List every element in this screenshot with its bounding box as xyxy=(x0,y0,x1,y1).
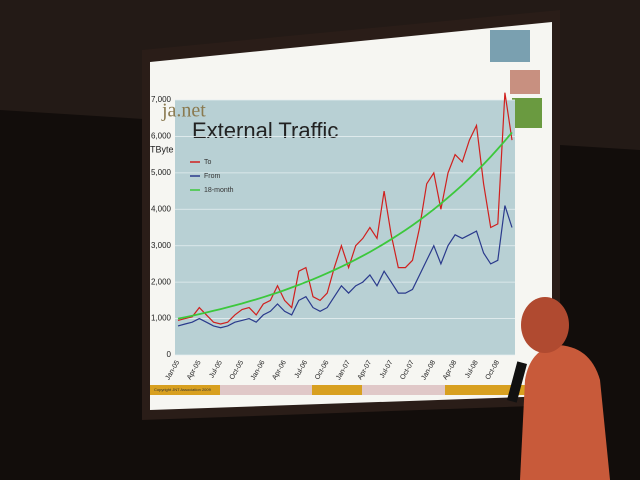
footer-bar xyxy=(445,385,552,395)
footer: Copyright JNT Association 2009 xyxy=(154,387,212,392)
photo xyxy=(490,30,530,62)
presenter-body xyxy=(520,345,610,480)
footer-bar xyxy=(312,385,362,395)
y-tick-label: 0 xyxy=(167,350,172,359)
y-tick-label: 2,000 xyxy=(151,277,172,286)
legend-label: From xyxy=(204,173,221,180)
photo xyxy=(512,98,542,128)
y-tick-label: 3,000 xyxy=(151,241,172,250)
y-tick-label: 7,000 xyxy=(151,95,172,104)
y-tick-label: 1,000 xyxy=(151,314,172,323)
microphone xyxy=(506,361,528,403)
y-tick-label: 6,000 xyxy=(151,132,172,141)
chart-title: External Traffic xyxy=(192,118,338,143)
y-tick-label: 4,000 xyxy=(151,204,172,213)
y-axis-label: TByte xyxy=(150,144,174,154)
photo xyxy=(510,70,540,94)
series-line xyxy=(177,131,513,320)
legend-label: To xyxy=(204,159,212,166)
presenter-head xyxy=(521,297,569,353)
series-line xyxy=(177,205,513,329)
logo: ja.net xyxy=(161,100,206,122)
legend-label: 18-month xyxy=(204,187,234,194)
series-line xyxy=(177,92,513,325)
y-tick-label: 5,000 xyxy=(151,168,172,177)
footer-bar xyxy=(150,385,220,395)
plot-area xyxy=(175,100,515,355)
